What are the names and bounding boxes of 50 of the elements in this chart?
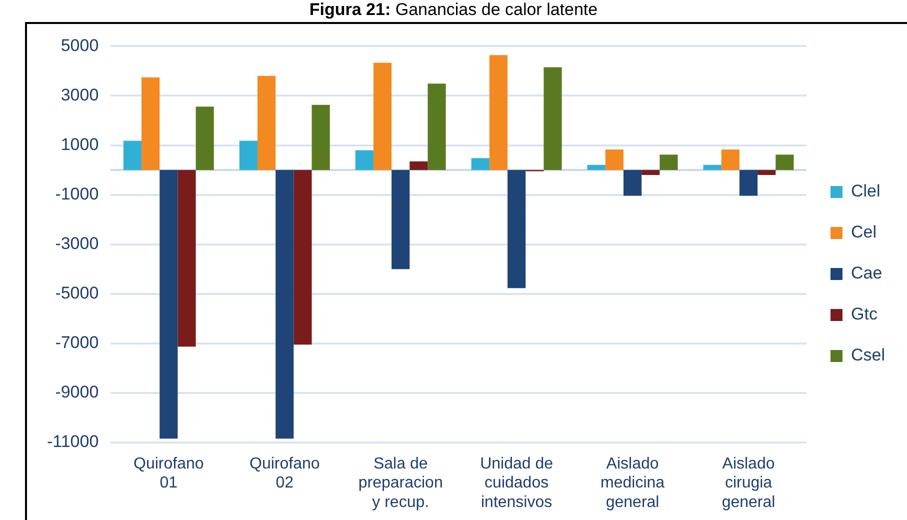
x-tick-label: Quirofano 02 xyxy=(249,455,320,492)
x-tick-label: Quirofano 01 xyxy=(134,455,204,492)
bar xyxy=(276,170,294,439)
bar xyxy=(373,62,392,170)
bar xyxy=(239,140,258,170)
legend-label: Gtc xyxy=(850,304,878,324)
x-tick-label: Sala de preparacion y recup. xyxy=(358,455,443,511)
bar xyxy=(721,149,740,170)
bar xyxy=(294,170,312,345)
bar xyxy=(471,158,490,170)
bar xyxy=(489,55,508,170)
bar xyxy=(660,154,678,170)
y-tick-label: 3000 xyxy=(60,85,99,104)
x-tick-label: Aislado cirugia general xyxy=(722,455,776,511)
y-tick-label: -1000 xyxy=(55,184,99,204)
legend-label: Cel xyxy=(850,222,877,242)
bar xyxy=(355,150,374,170)
bar xyxy=(160,170,178,439)
bar xyxy=(312,104,330,170)
legend-label: Clel xyxy=(850,182,880,201)
y-tick-label: -7000 xyxy=(55,333,99,352)
bar xyxy=(392,170,410,270)
bar xyxy=(508,170,526,288)
bar xyxy=(410,161,428,170)
bar xyxy=(123,140,142,170)
bar xyxy=(703,164,722,170)
y-tick-label: -3000 xyxy=(55,234,99,253)
bar xyxy=(428,84,446,170)
y-tick-label: -5000 xyxy=(55,284,99,303)
chart-title: Figura 21: Ganancias de calor latente xyxy=(308,0,599,20)
bar xyxy=(544,67,562,170)
bar xyxy=(623,170,642,196)
bar xyxy=(178,170,196,347)
x-tick-label: Aislado medicina general xyxy=(600,455,665,511)
bar xyxy=(196,106,214,170)
bar xyxy=(739,170,758,196)
bar xyxy=(776,154,794,170)
y-tick-label: 1000 xyxy=(60,134,99,154)
bar xyxy=(605,149,624,170)
bar xyxy=(642,170,660,175)
y-tick-label: 5000 xyxy=(60,36,99,55)
bar xyxy=(257,76,276,170)
bar xyxy=(758,170,776,175)
y-tick-label: -9000 xyxy=(55,382,99,402)
bar xyxy=(142,77,160,170)
legend-label: Csel xyxy=(850,346,886,365)
x-tick-label: Unidad de cuidados intensivos xyxy=(480,455,554,511)
bar xyxy=(587,164,606,170)
legend-label: Cae xyxy=(850,264,882,283)
y-tick-label: -11000 xyxy=(46,432,99,452)
